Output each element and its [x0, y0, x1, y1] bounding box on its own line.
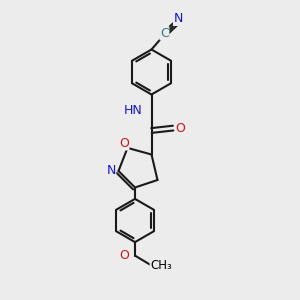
Text: N: N — [106, 164, 116, 178]
Text: N: N — [173, 12, 183, 26]
Text: C: C — [160, 27, 169, 40]
Text: CH₃: CH₃ — [150, 259, 172, 272]
Text: O: O — [119, 137, 129, 150]
Text: HN: HN — [124, 104, 142, 118]
Text: O: O — [120, 249, 130, 262]
Text: O: O — [176, 122, 185, 135]
